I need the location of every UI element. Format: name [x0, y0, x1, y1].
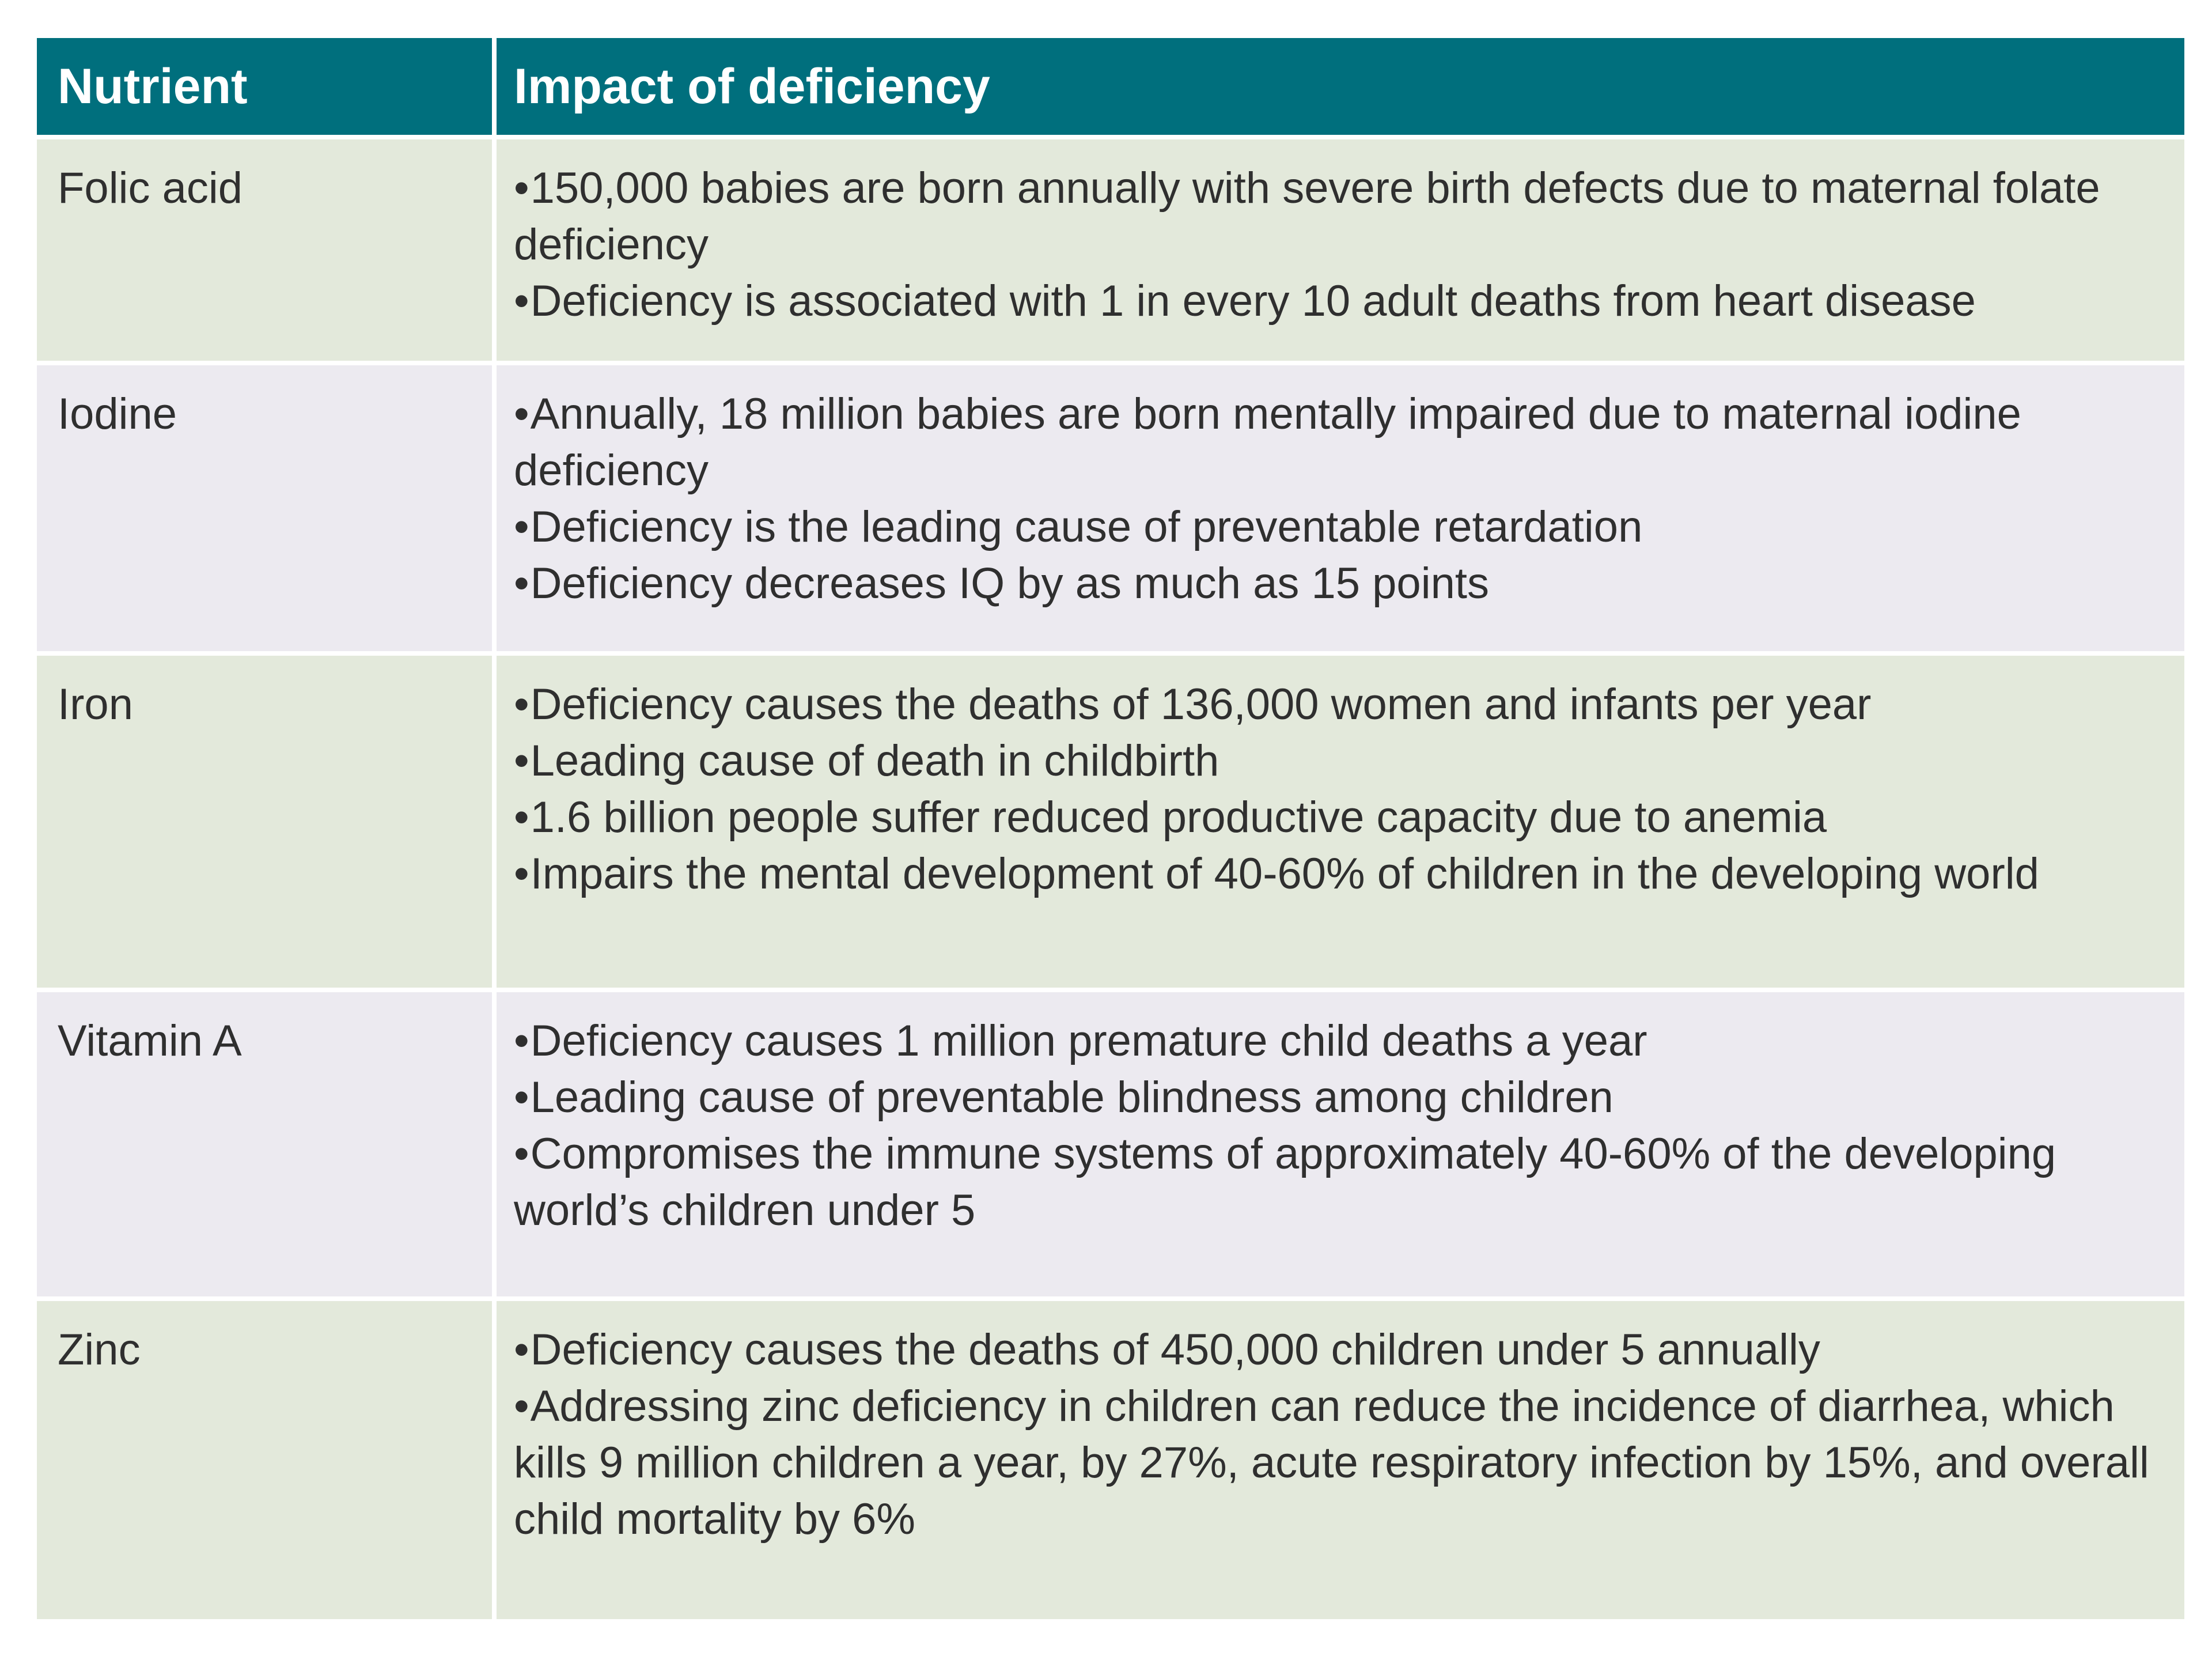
impact-bullet: Deficiency causes 1 million premature ch… [514, 1013, 2167, 1069]
impact-bullet: Deficiency is the leading cause of preve… [514, 499, 2167, 555]
impact-bullet: 1.6 billion people suffer reduced produc… [514, 789, 2167, 846]
deficiency-table: Nutrient Impact of deficiency Folic acid… [37, 38, 2184, 1619]
impact-bullet: Leading cause of preventable blindness a… [514, 1069, 2167, 1126]
impact-cell: 150,000 babies are born annually with se… [492, 139, 2184, 361]
impact-cell: Deficiency causes the deaths of 136,000 … [492, 656, 2184, 988]
nutrient-cell: Iron [58, 680, 133, 729]
table-header-row: Nutrient Impact of deficiency [37, 38, 2184, 135]
impact-cell: Deficiency causes 1 million premature ch… [492, 992, 2184, 1296]
impact-bullet: Annually, 18 million babies are born men… [514, 386, 2167, 499]
impact-bullet: Deficiency causes the deaths of 136,000 … [514, 676, 2167, 733]
nutrient-cell: Iodine [58, 390, 177, 438]
impact-bullet: Deficiency is associated with 1 in every… [514, 273, 2167, 330]
table-row: Zinc Deficiency causes the deaths of 450… [37, 1296, 2184, 1619]
impact-bullet: Deficiency causes the deaths of 450,000 … [514, 1322, 2167, 1378]
table-row: Iron Deficiency causes the deaths of 136… [37, 651, 2184, 988]
table-row: Folic acid 150,000 babies are born annua… [37, 135, 2184, 361]
impact-bullet: 150,000 babies are born annually with se… [514, 160, 2167, 273]
impact-bullet: Deficiency decreases IQ by as much as 15… [514, 555, 2167, 612]
nutrient-cell: Vitamin A [58, 1016, 242, 1065]
impact-cell: Deficiency causes the deaths of 450,000 … [492, 1301, 2184, 1619]
header-nutrient: Nutrient [58, 59, 248, 114]
nutrient-cell: Zinc [58, 1325, 141, 1374]
nutrient-cell: Folic acid [58, 164, 243, 213]
table-row: Vitamin A Deficiency causes 1 million pr… [37, 988, 2184, 1296]
impact-bullet: Impairs the mental development of 40-60%… [514, 846, 2167, 902]
header-impact: Impact of deficiency [492, 38, 2184, 135]
impact-cell: Annually, 18 million babies are born men… [492, 365, 2184, 651]
impact-bullet: Addressing zinc deficiency in children c… [514, 1378, 2167, 1548]
impact-bullet: Compromises the immune systems of approx… [514, 1126, 2167, 1239]
table-row: Iodine Annually, 18 million babies are b… [37, 361, 2184, 651]
impact-bullet: Leading cause of death in childbirth [514, 733, 2167, 789]
